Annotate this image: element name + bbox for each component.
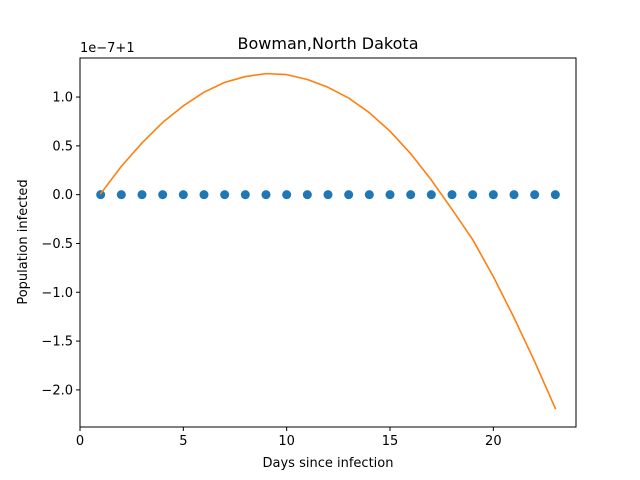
- x-tick-label: 10: [278, 434, 295, 449]
- scatter-point: [530, 190, 540, 200]
- scatter-point: [178, 190, 188, 200]
- scatter-point: [385, 190, 395, 200]
- scatter-point: [550, 190, 560, 200]
- plot-area: [80, 58, 576, 427]
- plot-frame: [79, 57, 577, 428]
- y-tick-label: −0.5: [41, 237, 73, 252]
- x-axis-label: Days since infection: [263, 456, 394, 471]
- y-offset-label: 1e−7+1: [80, 41, 135, 56]
- scatter-point: [240, 190, 250, 200]
- y-tick-label: 1.0: [52, 91, 73, 106]
- scatter-point: [220, 190, 230, 200]
- y-tick-label: −2.0: [41, 383, 73, 398]
- scatter-point: [323, 190, 333, 200]
- x-tick-label: 15: [382, 434, 399, 449]
- scatter-point: [282, 190, 292, 200]
- y-tick-label: 0.0: [52, 188, 73, 203]
- y-axis-label: Population infected: [16, 179, 31, 304]
- x-tick-label: 20: [485, 434, 502, 449]
- scatter-point: [406, 190, 416, 200]
- scatter-point: [426, 190, 436, 200]
- fit-line: [99, 72, 557, 410]
- y-tick-label: 0.5: [52, 139, 73, 154]
- scatter-point: [447, 190, 457, 200]
- y-tick-label: −1.5: [41, 335, 73, 350]
- scatter-point: [137, 190, 147, 200]
- scatter-point: [116, 190, 126, 200]
- scatter-point: [488, 190, 498, 200]
- scatter-point: [364, 190, 374, 200]
- x-tick-label: 0: [76, 434, 84, 449]
- scatter-point: [509, 190, 519, 200]
- scatter-point: [158, 190, 168, 200]
- x-tick-label: 5: [179, 434, 187, 449]
- y-tick-label: −1.0: [41, 286, 73, 301]
- scatter-point: [261, 190, 271, 200]
- scatter-point: [199, 190, 209, 200]
- scatter-point: [468, 190, 478, 200]
- scatter-point: [344, 190, 354, 200]
- ticks-layer: 0 5 10 15 20 −2.0 −1.5 −1.0 −0.5 0.0 0.5 1.0: [41, 91, 501, 449]
- series-layer: [96, 72, 560, 410]
- chart-title: Bowman,North Dakota: [238, 34, 419, 53]
- scatter-point: [302, 190, 312, 200]
